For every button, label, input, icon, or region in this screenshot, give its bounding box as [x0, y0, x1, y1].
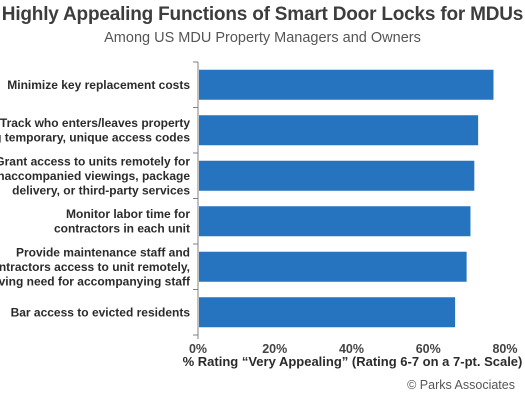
- chart-title: Highly Appealing Functions of Smart Door…: [1, 4, 524, 25]
- bar: [199, 69, 494, 100]
- bar: [199, 115, 479, 146]
- bar: [199, 206, 471, 237]
- x-tick-label: 80%: [492, 342, 517, 356]
- category-label: Minimize key replacement costs: [7, 78, 190, 92]
- category-label: Bar access to evicted residents: [11, 305, 191, 319]
- source-credit: © Parks Associates: [407, 378, 515, 392]
- bar: [199, 251, 467, 282]
- chart-subtitle: Among US MDU Property Managers and Owner…: [104, 30, 421, 46]
- x-tick-label: 0%: [189, 342, 207, 356]
- category-label: Monitor labor time for contractors in eac…: [54, 207, 190, 236]
- category-label: Grant access to units remotely for unacco…: [0, 154, 190, 197]
- x-tick-label: 20%: [262, 342, 287, 356]
- bar: [199, 297, 456, 328]
- x-axis-label: % Rating “Very Appealing” (Rating 6-7 on…: [182, 354, 523, 369]
- category-label: Track who enters/leaves propertyusing te…: [0, 116, 190, 145]
- x-tick-label: 60%: [416, 342, 441, 356]
- bar: [199, 160, 475, 191]
- x-tick-label: 40%: [339, 342, 364, 356]
- category-label: Provide maintenance staff and contractors…: [0, 245, 191, 288]
